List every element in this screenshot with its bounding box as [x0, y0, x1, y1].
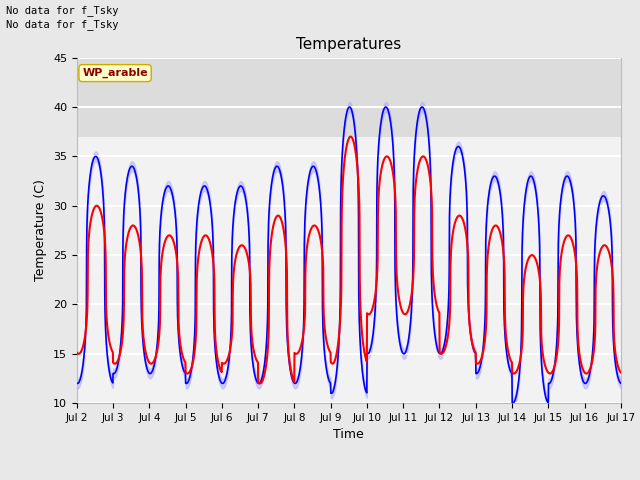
Title: Temperatures: Temperatures — [296, 37, 401, 52]
Legend: Tair, Tsurf: Tair, Tsurf — [271, 478, 427, 480]
X-axis label: Time: Time — [333, 429, 364, 442]
Bar — [77, 58, 621, 137]
Text: WP_arable: WP_arable — [82, 68, 148, 78]
Y-axis label: Temperature (C): Temperature (C) — [35, 180, 47, 281]
Text: No data for f_Tsky
No data for f_Tsky: No data for f_Tsky No data for f_Tsky — [6, 5, 119, 30]
